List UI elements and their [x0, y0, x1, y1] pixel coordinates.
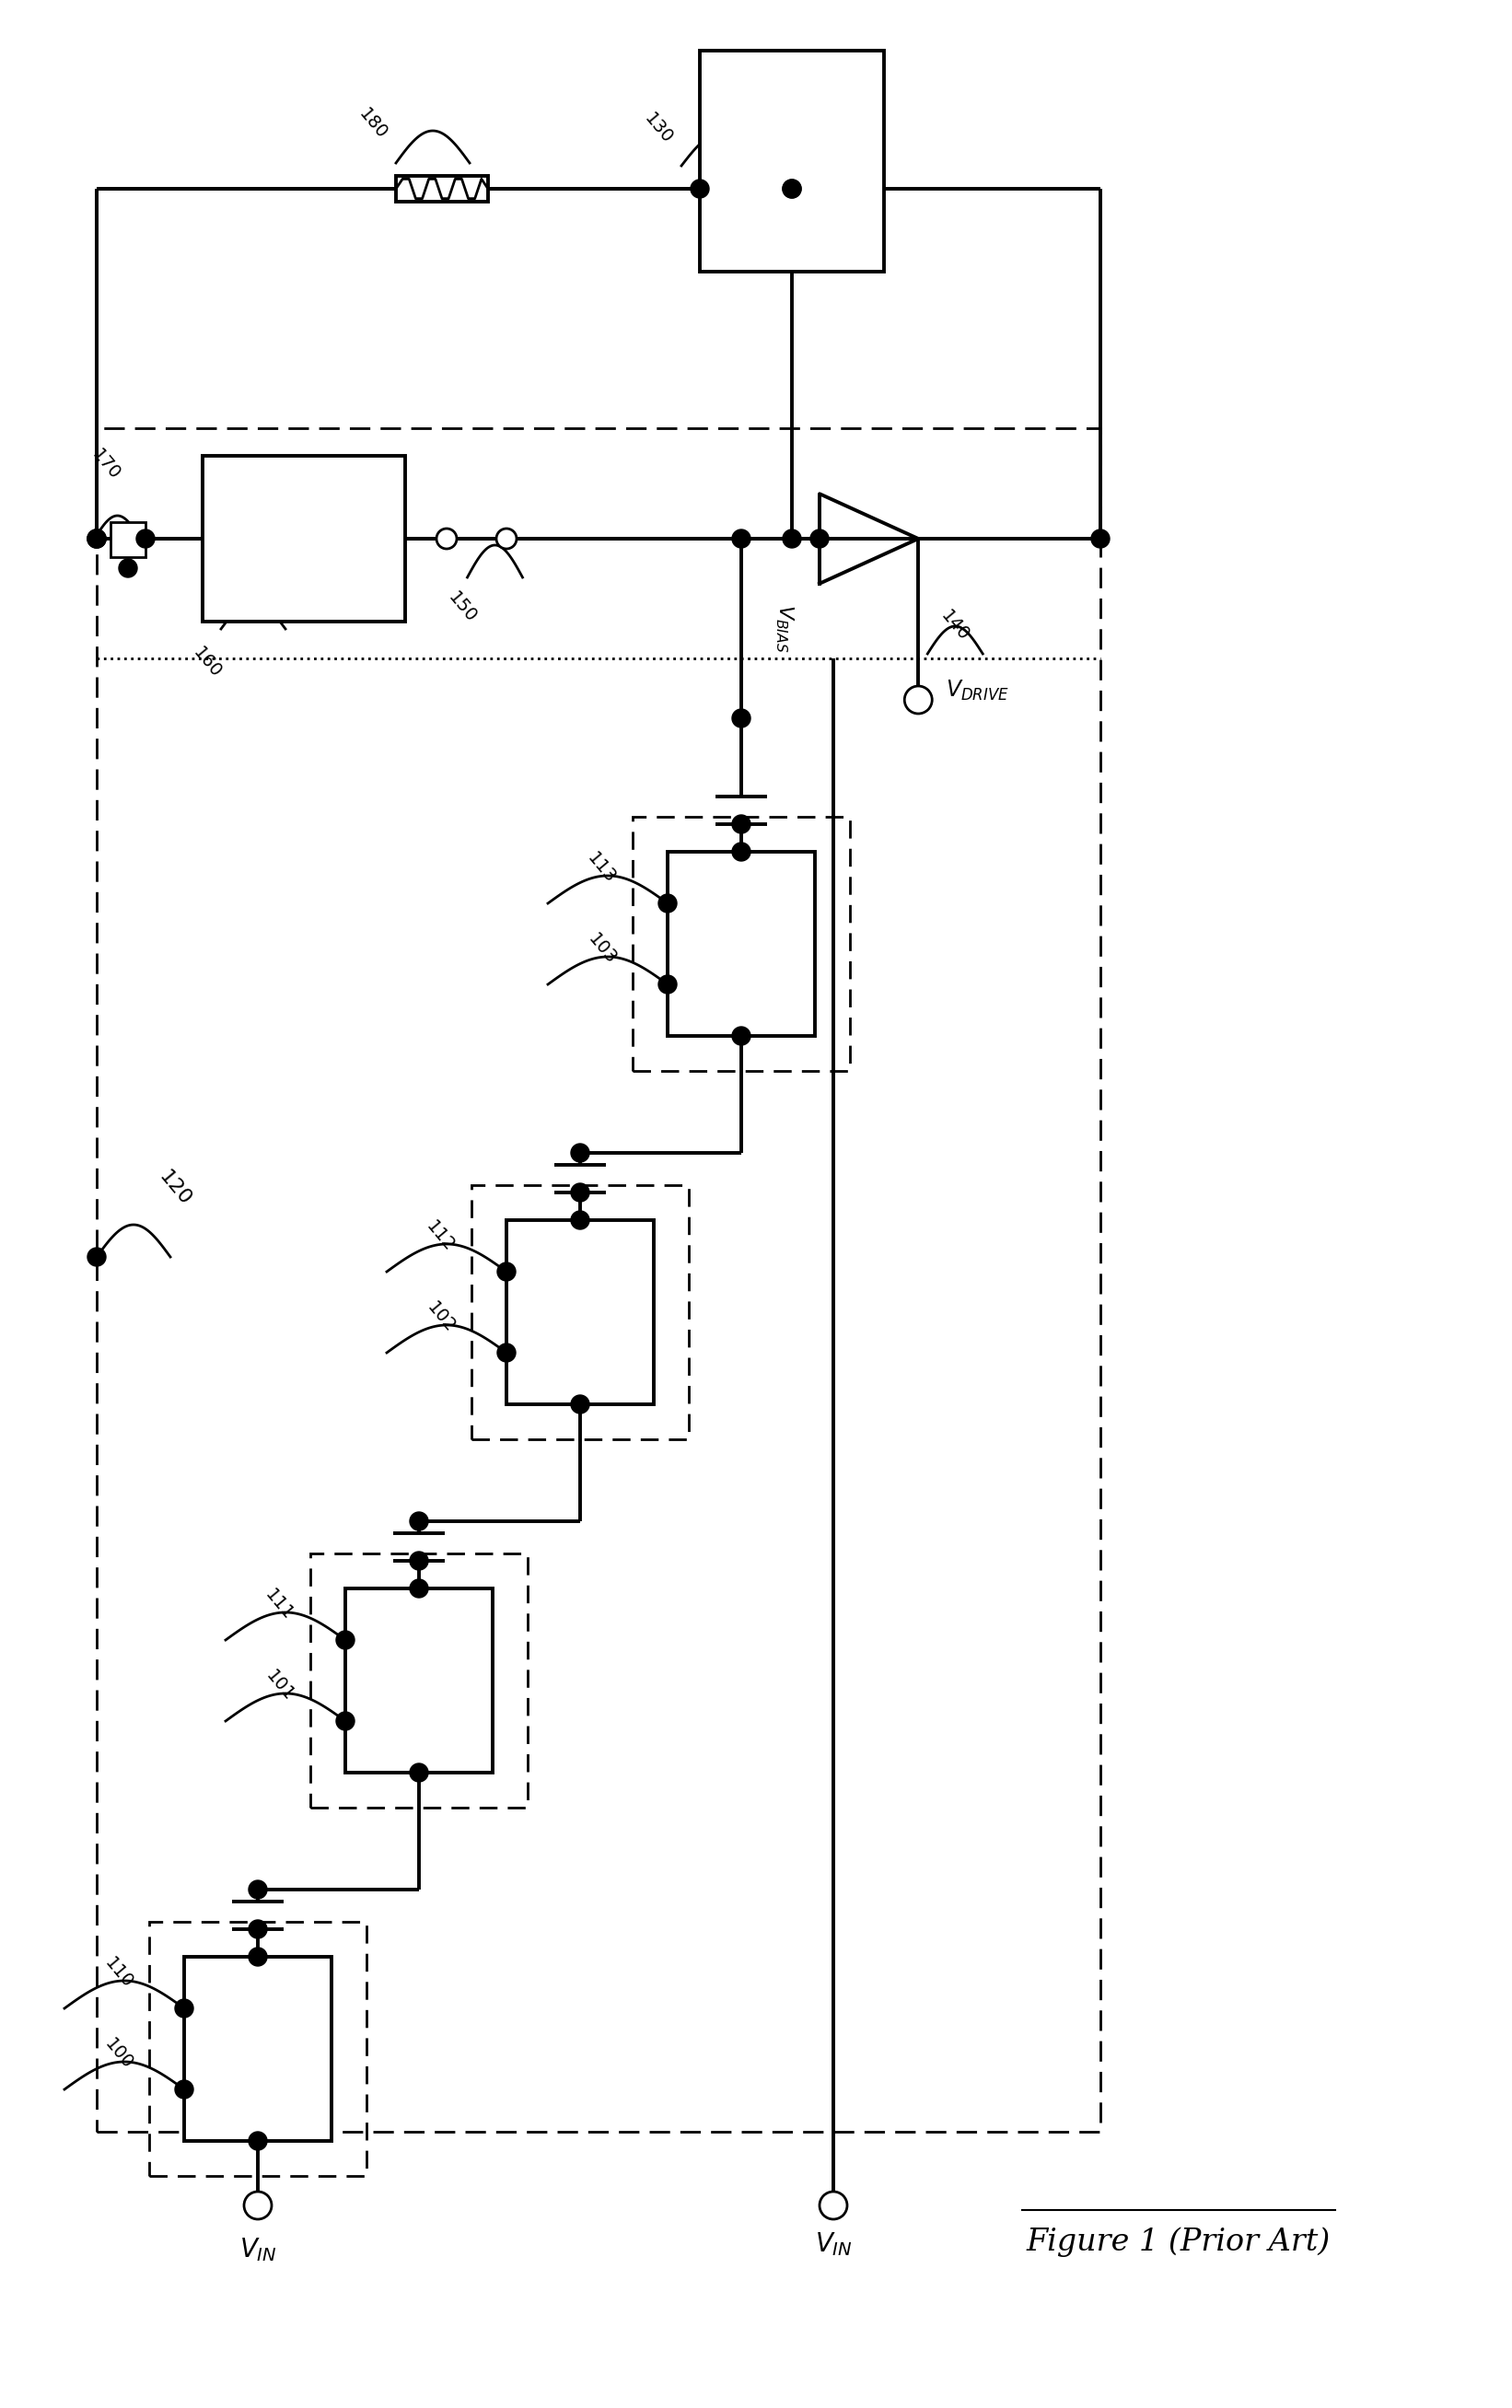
Circle shape: [572, 1211, 590, 1230]
Text: 170: 170: [88, 445, 124, 484]
Text: 103: 103: [584, 932, 620, 968]
Text: 102: 102: [423, 1298, 458, 1336]
Circle shape: [88, 530, 106, 549]
Text: HV
ESD: HV ESD: [280, 515, 328, 563]
Text: $V_{IN}$: $V_{IN}$: [239, 2237, 277, 2264]
Text: $V_{IN}$: $V_{IN}$: [815, 2230, 853, 2259]
Circle shape: [572, 1144, 590, 1163]
Circle shape: [248, 1881, 268, 1900]
Circle shape: [497, 1344, 516, 1363]
Bar: [396, 176, 488, 202]
Circle shape: [410, 1512, 428, 1531]
Circle shape: [248, 1948, 268, 1965]
Circle shape: [732, 1026, 750, 1045]
Bar: [310, 1553, 528, 1808]
Circle shape: [783, 530, 801, 549]
Circle shape: [248, 1919, 268, 1938]
Text: 100: 100: [101, 2035, 136, 2073]
Bar: [345, 1589, 493, 1772]
Circle shape: [783, 181, 801, 197]
Circle shape: [336, 1630, 354, 1649]
Bar: [668, 852, 815, 1035]
Text: 112: 112: [423, 1218, 458, 1255]
Circle shape: [437, 530, 457, 549]
Text: 101: 101: [262, 1666, 298, 1705]
Text: 110: 110: [101, 1955, 136, 1991]
Text: 140: 140: [937, 607, 972, 645]
Circle shape: [691, 181, 709, 197]
Circle shape: [496, 530, 517, 549]
Circle shape: [88, 530, 106, 549]
Circle shape: [658, 975, 677, 995]
Circle shape: [572, 1394, 590, 1413]
Text: Figure 1 (Prior Art): Figure 1 (Prior Art): [1027, 2227, 1331, 2256]
Text: 150: 150: [445, 590, 481, 626]
Circle shape: [732, 708, 750, 727]
Circle shape: [904, 686, 931, 713]
Circle shape: [410, 1580, 428, 1597]
Text: Stage
#3: Stage #3: [547, 1293, 614, 1332]
Circle shape: [783, 181, 801, 197]
Circle shape: [658, 893, 677, 913]
Circle shape: [572, 1182, 590, 1202]
Bar: [472, 1185, 689, 1440]
Circle shape: [88, 1247, 106, 1267]
Circle shape: [248, 2131, 268, 2150]
Bar: [97, 429, 1101, 2131]
Circle shape: [119, 559, 138, 578]
Bar: [150, 1922, 366, 2177]
Circle shape: [732, 843, 750, 862]
Bar: [184, 1958, 331, 2141]
Circle shape: [175, 2081, 194, 2100]
Circle shape: [497, 1262, 516, 1281]
Circle shape: [810, 530, 829, 549]
Text: $V_{DRIVE}$: $V_{DRIVE}$: [947, 679, 1010, 703]
Circle shape: [88, 530, 106, 549]
Text: $V_{BIAS}$: $V_{BIAS}$: [774, 604, 795, 653]
Text: 113: 113: [584, 850, 620, 886]
Circle shape: [410, 1551, 428, 1570]
Text: MEMS
Device: MEMS Device: [751, 137, 833, 185]
Text: Stage
#1: Stage #1: [224, 2030, 292, 2068]
Circle shape: [175, 1999, 194, 2018]
Text: 180: 180: [355, 106, 390, 142]
Bar: [110, 523, 145, 556]
Circle shape: [136, 530, 154, 549]
Circle shape: [732, 814, 750, 833]
Bar: [507, 1221, 653, 1404]
Text: 130: 130: [641, 111, 676, 147]
Text: 120: 120: [156, 1168, 195, 1209]
Circle shape: [336, 1712, 354, 1731]
Text: 111: 111: [262, 1587, 298, 1623]
Bar: [632, 816, 850, 1072]
Text: Stage
#N: Stage #N: [708, 925, 774, 963]
Bar: [203, 455, 405, 621]
Bar: [700, 51, 885, 272]
Text: Stage
#2: Stage #2: [386, 1662, 452, 1700]
Circle shape: [243, 2191, 272, 2220]
Circle shape: [732, 530, 750, 549]
Circle shape: [1092, 530, 1110, 549]
Circle shape: [820, 2191, 847, 2220]
Circle shape: [410, 1763, 428, 1782]
Text: 160: 160: [189, 645, 225, 681]
